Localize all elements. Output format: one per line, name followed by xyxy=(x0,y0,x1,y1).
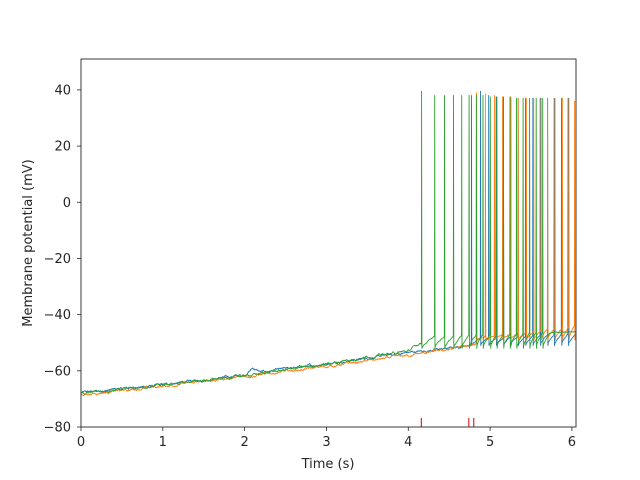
x-tick-label: 5 xyxy=(486,435,494,450)
y-axis-ticks: −80 −60 −40 −20 0 20 40 xyxy=(44,83,81,436)
x-tick-label: 3 xyxy=(322,435,330,450)
x-axis-label: Time (s) xyxy=(301,457,355,472)
y-tick-label: 20 xyxy=(54,140,71,155)
y-axis-label: Membrane potential (mV) xyxy=(21,159,36,326)
plot-area xyxy=(81,90,576,427)
y-tick-label: 0 xyxy=(63,196,71,211)
plot-frame xyxy=(80,58,577,428)
series-2-trace xyxy=(81,92,576,397)
x-tick-label: 4 xyxy=(404,435,412,450)
y-tick-label: −40 xyxy=(44,308,71,323)
x-axis-ticks: 0 1 2 3 4 5 6 xyxy=(77,427,576,450)
y-tick-label: −20 xyxy=(44,252,71,267)
x-tick-label: 6 xyxy=(568,435,576,450)
series-3-trace xyxy=(81,90,576,395)
traces-group xyxy=(81,90,576,397)
y-tick-label: 40 xyxy=(54,83,71,98)
y-tick-label: −80 xyxy=(44,421,71,436)
x-tick-label: 1 xyxy=(159,435,167,450)
y-tick-label: −60 xyxy=(44,364,71,379)
x-tick-label: 2 xyxy=(240,435,248,450)
x-tick-label: 0 xyxy=(77,435,85,450)
